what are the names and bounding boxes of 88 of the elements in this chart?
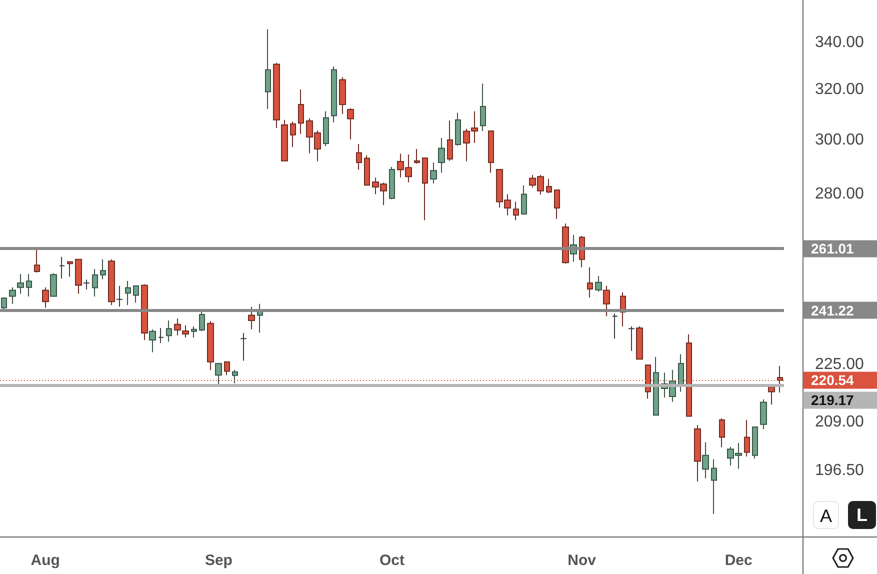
candlestick	[488, 130, 494, 174]
candlestick	[513, 201, 519, 221]
x-tick-label: Sep	[204, 552, 232, 569]
candlestick	[389, 166, 395, 200]
candlestick	[546, 178, 552, 194]
candlestick	[744, 419, 750, 458]
candlestick	[50, 272, 57, 298]
candlestick	[595, 276, 602, 292]
candlestick	[9, 286, 16, 304]
candlestick	[158, 328, 164, 344]
candlestick	[75, 258, 82, 294]
candlestick	[100, 258, 106, 280]
candlestick	[678, 354, 684, 392]
candlestick	[298, 89, 304, 134]
candlestick	[694, 424, 701, 482]
candlestick	[612, 313, 618, 340]
candlestick	[248, 306, 255, 330]
candlestick	[224, 361, 230, 376]
candlestick	[215, 363, 222, 385]
ref-line-label: 261.01	[811, 240, 854, 257]
candlestick	[347, 108, 354, 140]
candlestick	[653, 356, 659, 416]
candlestick	[265, 28, 271, 110]
candlestick	[331, 66, 337, 123]
candlestick	[290, 121, 296, 148]
ref-line-label: 220.54	[811, 372, 854, 388]
candlestick	[760, 398, 767, 430]
scale-button: A	[813, 501, 839, 529]
y-tick-label: 225.00	[815, 356, 864, 374]
candlestick	[603, 285, 610, 317]
ref-line-label: 219.17	[811, 392, 854, 408]
candlestick	[17, 274, 24, 294]
candlestick	[125, 280, 131, 306]
x-tick-label: Aug	[30, 552, 60, 569]
candlestick	[232, 369, 238, 384]
x-tick-label: Oct	[379, 552, 405, 569]
y-tick-label: 209.00	[815, 414, 864, 431]
candlestick	[364, 154, 370, 186]
candlestick	[356, 144, 362, 170]
candlestick	[67, 261, 73, 278]
candlestick	[447, 120, 453, 162]
y-tick-label: 196.50	[815, 462, 864, 479]
candlestick	[149, 328, 156, 353]
candlestick	[26, 274, 32, 298]
candlestick	[636, 326, 643, 360]
candlestick	[422, 157, 428, 221]
candlestick	[414, 148, 420, 164]
candlestick	[116, 285, 123, 308]
y-tick-label: 340.00	[815, 34, 864, 51]
candlestick	[480, 83, 486, 132]
x-tick-label: Nov	[568, 552, 597, 569]
candlestick	[174, 318, 181, 336]
candlestick	[719, 418, 725, 448]
candlestick	[42, 286, 49, 308]
candlestick	[133, 285, 139, 304]
candlestick	[455, 112, 461, 146]
ref-line-label: 241.22	[811, 302, 854, 318]
scale-button: L	[848, 501, 876, 529]
candlestick	[34, 248, 40, 273]
candlestick	[587, 266, 593, 298]
candlestick	[554, 190, 560, 220]
candlestick	[191, 326, 197, 338]
candlestick	[521, 184, 527, 216]
candlestick	[628, 326, 635, 352]
candlestick	[273, 62, 280, 128]
candlestick	[240, 332, 247, 362]
candlestick	[281, 119, 288, 162]
candlestick	[711, 458, 717, 514]
x-tick-label: Dec	[724, 552, 752, 569]
candlestick	[59, 256, 65, 280]
candlestick	[1, 296, 7, 310]
candlestick	[323, 110, 329, 147]
candlestick	[83, 279, 90, 290]
candlestick	[207, 320, 214, 371]
candlestick	[92, 268, 98, 298]
candlestick	[438, 138, 445, 174]
candlestick	[108, 258, 115, 306]
candlestick	[182, 324, 189, 338]
candlestick	[752, 426, 758, 459]
y-tick-label: 300.00	[815, 132, 864, 149]
candlestick	[702, 442, 709, 479]
candlestick	[141, 284, 148, 341]
candlestick	[339, 76, 346, 115]
candlestick	[430, 162, 437, 184]
y-tick-label: 320.00	[815, 81, 864, 98]
candlestick	[562, 222, 569, 264]
candlestick	[166, 320, 172, 342]
y-tick-label: 280.00	[815, 185, 864, 202]
